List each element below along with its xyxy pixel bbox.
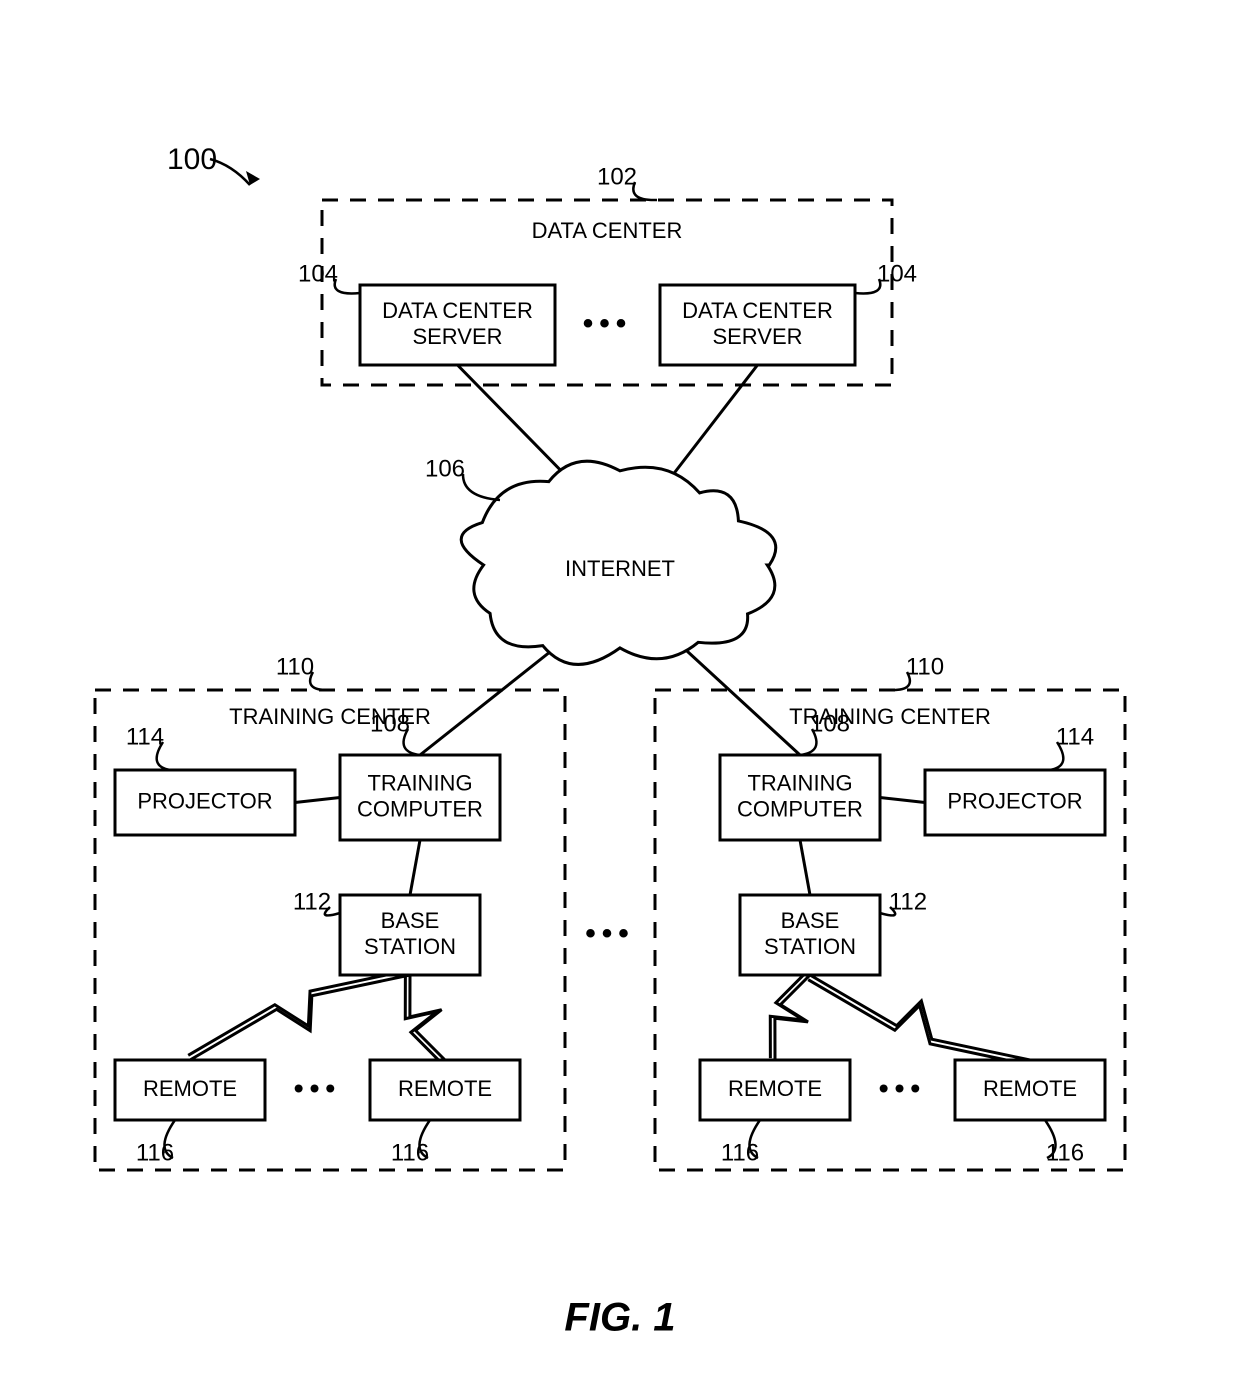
ellipsis: ••• [294, 1072, 341, 1103]
ref-number: 116 [721, 1139, 759, 1166]
connector [675, 640, 800, 755]
connector [295, 798, 340, 803]
ref-number: 108 [810, 710, 850, 737]
ref-number: 104 [298, 260, 338, 287]
figure-label: FIG. 1 [564, 1296, 675, 1340]
ellipsis: ••• [583, 307, 633, 340]
wireless-link [810, 975, 1030, 1060]
ref-number: 116 [136, 1139, 174, 1166]
svg-text:SERVER: SERVER [712, 324, 802, 349]
projector-label: PROJECTOR [137, 788, 272, 813]
ref-number: 104 [877, 260, 917, 287]
connector [880, 798, 925, 803]
svg-text:TRAINING: TRAINING [367, 770, 472, 795]
connector [800, 840, 810, 895]
ref-leader [463, 474, 500, 500]
svg-text:DATA CENTER: DATA CENTER [382, 298, 533, 323]
ref-number: 116 [391, 1139, 429, 1166]
svg-text:STATION: STATION [764, 934, 856, 959]
ref-number: 108 [370, 710, 410, 737]
ref-number: 114 [126, 723, 164, 750]
ref-number: 110 [906, 653, 944, 680]
remote-label: REMOTE [728, 1076, 822, 1101]
svg-text:STATION: STATION [364, 934, 456, 959]
training-computer-label: TRAININGCOMPUTER [357, 770, 483, 821]
connector [420, 640, 565, 755]
projector-label: PROJECTOR [947, 788, 1082, 813]
training-computer-label: TRAININGCOMPUTER [737, 770, 863, 821]
svg-text:SERVER: SERVER [412, 324, 502, 349]
svg-text:DATA CENTER: DATA CENTER [682, 298, 833, 323]
remote-label: REMOTE [398, 1076, 492, 1101]
ref-number: 112 [293, 888, 331, 915]
svg-text:TRAINING: TRAINING [747, 770, 852, 795]
ref-number: 102 [597, 163, 637, 190]
ref-leader [335, 279, 360, 293]
ref-number: 112 [889, 888, 927, 915]
ref-number: 110 [276, 653, 314, 680]
svg-text:BASE: BASE [381, 908, 440, 933]
remote-label: REMOTE [983, 1076, 1077, 1101]
ellipsis: ••• [879, 1072, 926, 1103]
internet-label: INTERNET [565, 556, 675, 581]
ref-number: 114 [1056, 723, 1094, 750]
connector [410, 840, 420, 895]
connector [458, 365, 576, 485]
svg-text:COMPUTER: COMPUTER [357, 796, 483, 821]
remote-label: REMOTE [143, 1076, 237, 1101]
ref-number: 106 [425, 455, 465, 482]
wireless-link [190, 975, 410, 1060]
data-center-label: DATA CENTER [532, 218, 683, 243]
svg-text:BASE: BASE [781, 908, 840, 933]
svg-text:COMPUTER: COMPUTER [737, 796, 863, 821]
ellipsis: ••• [585, 917, 635, 950]
ref-number: 116 [1046, 1139, 1084, 1166]
figure-ref: 100 [167, 143, 217, 176]
system-diagram: DATA CENTERDATA CENTERSERVERDATA CENTERS… [0, 0, 1240, 1393]
connector [665, 365, 758, 485]
